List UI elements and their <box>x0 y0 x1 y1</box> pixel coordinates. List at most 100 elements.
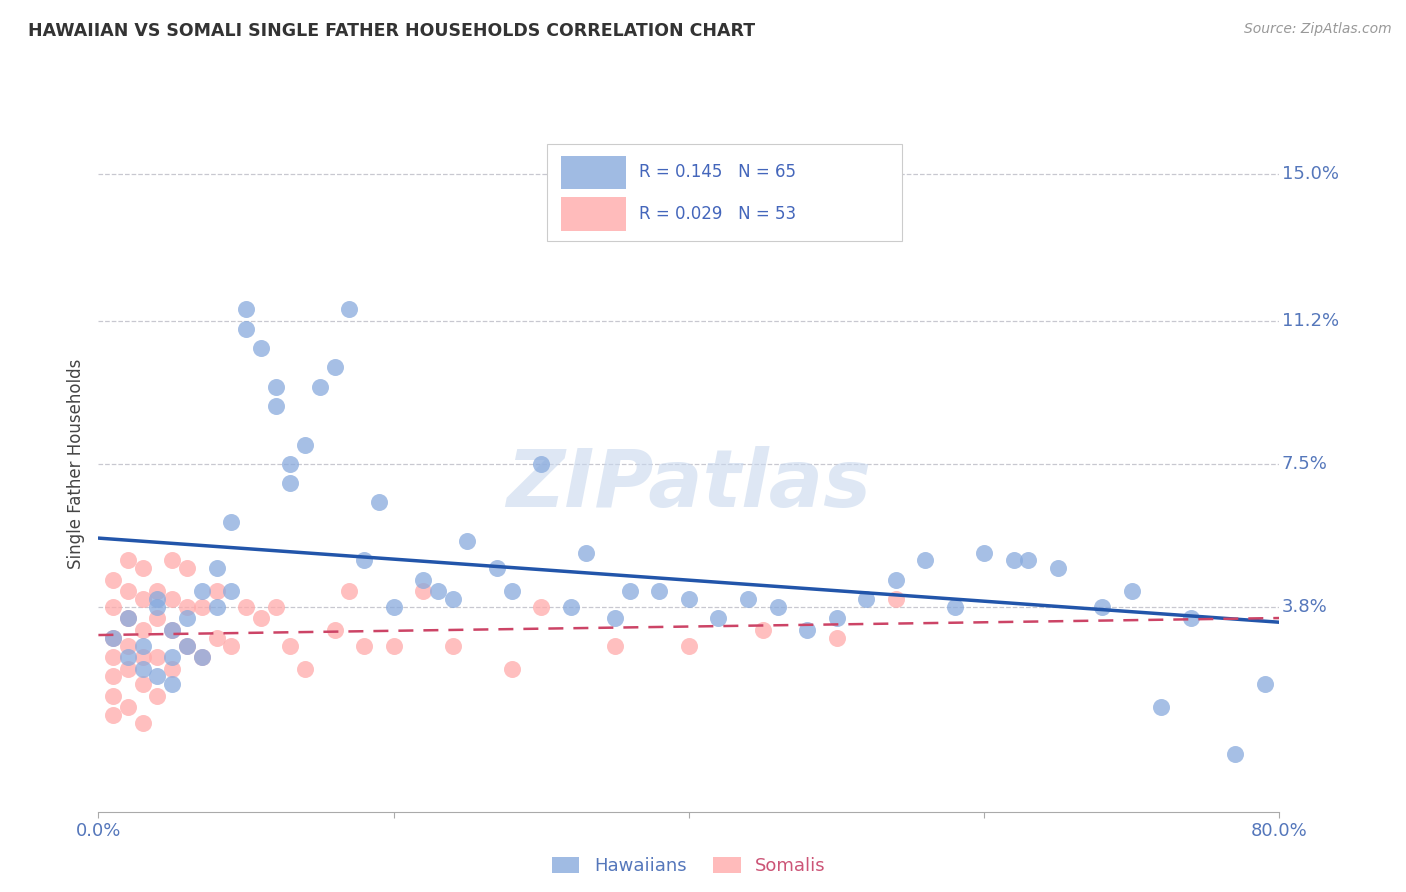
Point <box>162 623 183 637</box>
Point <box>219 639 242 653</box>
Point <box>441 639 464 653</box>
Point <box>103 631 125 645</box>
Point <box>323 360 346 375</box>
Point <box>146 689 169 703</box>
Point <box>1121 584 1143 599</box>
Point <box>250 611 273 625</box>
Point <box>117 611 139 625</box>
Text: HAWAIIAN VS SOMALI SINGLE FATHER HOUSEHOLDS CORRELATION CHART: HAWAIIAN VS SOMALI SINGLE FATHER HOUSEHO… <box>28 22 755 40</box>
Point <box>382 639 405 653</box>
Point <box>264 399 287 413</box>
Point <box>412 584 434 599</box>
Point <box>176 561 198 575</box>
Point <box>132 650 155 665</box>
Point <box>648 584 671 599</box>
Point <box>1254 677 1277 691</box>
Y-axis label: Single Father Households: Single Father Households <box>67 359 86 569</box>
Point <box>1150 700 1173 714</box>
Point <box>132 677 155 691</box>
Point <box>973 546 995 560</box>
FancyBboxPatch shape <box>547 144 901 241</box>
Point <box>146 650 169 665</box>
Point <box>205 631 228 645</box>
Point <box>117 700 139 714</box>
Text: R = 0.029   N = 53: R = 0.029 N = 53 <box>640 205 796 223</box>
Point <box>205 584 228 599</box>
Point <box>219 515 242 529</box>
Point <box>412 573 434 587</box>
Point <box>914 553 936 567</box>
Point <box>162 592 183 607</box>
Point <box>530 457 553 471</box>
Point <box>1091 599 1114 614</box>
Point <box>132 639 155 653</box>
Point <box>146 611 169 625</box>
Point <box>103 650 125 665</box>
Point <box>132 592 155 607</box>
Point <box>751 623 773 637</box>
Point <box>619 584 641 599</box>
Point <box>943 599 966 614</box>
Point <box>117 639 139 653</box>
Point <box>353 639 375 653</box>
Point <box>501 662 523 676</box>
Point <box>368 495 391 509</box>
Point <box>117 553 139 567</box>
Point <box>382 599 405 614</box>
Point <box>132 715 155 730</box>
Point <box>103 669 125 683</box>
Point <box>117 584 139 599</box>
Point <box>132 561 155 575</box>
Text: Source: ZipAtlas.com: Source: ZipAtlas.com <box>1244 22 1392 37</box>
Point <box>441 592 464 607</box>
Point <box>486 561 509 575</box>
Point <box>337 584 360 599</box>
Point <box>176 639 198 653</box>
Point <box>855 592 877 607</box>
Point <box>103 599 125 614</box>
Point <box>103 573 125 587</box>
Point <box>176 639 198 653</box>
Point <box>235 302 257 317</box>
Point <box>337 302 360 317</box>
Point <box>235 321 257 335</box>
Point <box>825 631 848 645</box>
Point <box>146 599 169 614</box>
FancyBboxPatch shape <box>561 155 626 189</box>
Point <box>309 379 332 393</box>
Point <box>117 650 139 665</box>
Point <box>146 592 169 607</box>
Point <box>796 623 818 637</box>
Point <box>250 341 273 355</box>
Point <box>191 650 214 665</box>
Point <box>176 599 198 614</box>
FancyBboxPatch shape <box>561 197 626 231</box>
Point <box>235 599 257 614</box>
Point <box>427 584 450 599</box>
Point <box>737 592 759 607</box>
Point <box>560 599 582 614</box>
Point <box>162 650 183 665</box>
Point <box>191 650 214 665</box>
Point <box>162 677 183 691</box>
Point <box>1002 553 1025 567</box>
Point <box>278 639 302 653</box>
Point <box>1017 553 1039 567</box>
Text: 3.8%: 3.8% <box>1282 598 1327 615</box>
Point <box>605 611 627 625</box>
Point <box>162 553 183 567</box>
Legend: Hawaiians, Somalis: Hawaiians, Somalis <box>546 850 832 883</box>
Point <box>264 599 287 614</box>
Point <box>501 584 523 599</box>
Point <box>456 534 478 549</box>
Point <box>191 599 214 614</box>
Point <box>1046 561 1069 575</box>
Point <box>678 592 700 607</box>
Point <box>162 623 183 637</box>
Point <box>884 573 907 587</box>
Point <box>176 611 198 625</box>
Point <box>205 599 228 614</box>
Point <box>825 611 848 625</box>
Point <box>323 623 346 637</box>
Point <box>146 669 169 683</box>
